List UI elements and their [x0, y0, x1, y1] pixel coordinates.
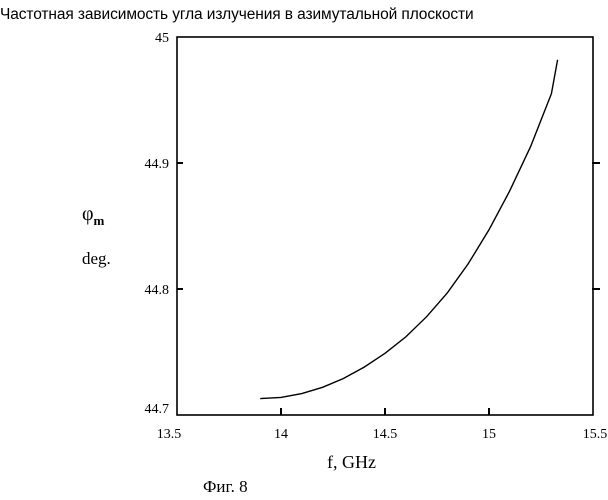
- y-axis-symbol: φm: [82, 203, 105, 228]
- series-line-0: [260, 59, 559, 400]
- x-tick-label: 15.5: [583, 427, 608, 442]
- chart-title: Частотная зависимость угла излучения в а…: [0, 6, 474, 23]
- y-axis-unit: deg.: [82, 249, 111, 268]
- plot-frame: [176, 36, 594, 416]
- x-tick-label: 13.5: [157, 427, 182, 442]
- x-tick-label: 14: [274, 427, 288, 442]
- axis-ticks: [177, 162, 600, 415]
- y-tick-label: 44.8: [145, 283, 170, 298]
- y-tick-label: 44.7: [145, 402, 170, 417]
- x-tick-label: 15: [482, 427, 496, 442]
- y-axis-subscript: m: [93, 213, 105, 228]
- series-layer: [260, 59, 559, 400]
- axis-tick-labels: 44.7 44.8 44.9 45 13.5 14 14.5 15 15.5: [145, 31, 608, 442]
- x-axis-label: f, GHz: [327, 452, 376, 472]
- figure-caption: Фиг. 8: [203, 477, 248, 496]
- y-tick-label: 44.9: [145, 157, 170, 172]
- y-tick-label: 45: [155, 31, 169, 46]
- x-tick-label: 14.5: [373, 427, 398, 442]
